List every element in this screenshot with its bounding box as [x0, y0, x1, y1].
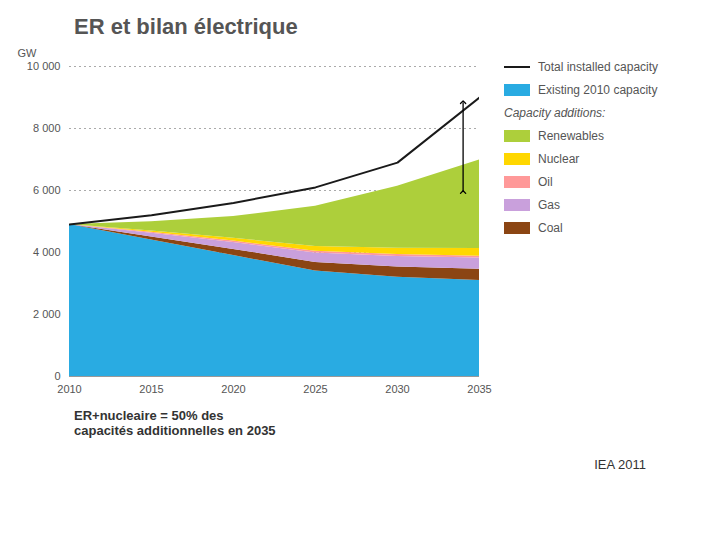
html-text:ER et bilan électrique: ER et bilan électrique [74, 14, 298, 39]
html-text:IEA 2011: IEA 2011 [594, 457, 646, 472]
html-text:Nuclear: Nuclear [538, 152, 580, 166]
svg-text:2025: 2025 [303, 383, 327, 395]
svg-text:2015: 2015 [139, 383, 163, 395]
html-text:Renewables: Renewables [538, 129, 604, 143]
svg-text:2020: 2020 [221, 383, 245, 395]
svg-text:10 000: 10 000 [27, 60, 61, 72]
svg-text:GW: GW [18, 47, 38, 59]
html-text:Existing 2010 capacity: Existing 2010 capacity [538, 83, 658, 97]
html-text:ER+nucleaire = 50% des capacit: ER+nucleaire = 50% des capacités additio… [74, 408, 276, 438]
svg-text:2010: 2010 [57, 383, 81, 395]
svg-text:8 000: 8 000 [33, 122, 61, 134]
svg-text:2030: 2030 [385, 383, 409, 395]
html-text:Capacity additions:: Capacity additions: [504, 106, 606, 120]
svg-text:2 000: 2 000 [33, 308, 61, 320]
html-text:Oil: Oil [538, 175, 553, 189]
svg-text:0: 0 [54, 370, 60, 382]
html-text:Gas: Gas [538, 198, 560, 212]
html-text:Coal: Coal [538, 221, 563, 235]
svg-text:2035: 2035 [467, 383, 491, 395]
html-text:Total installed capacity: Total installed capacity [538, 60, 659, 74]
svg-text:4 000: 4 000 [33, 246, 61, 258]
svg-text:6 000: 6 000 [33, 184, 61, 196]
